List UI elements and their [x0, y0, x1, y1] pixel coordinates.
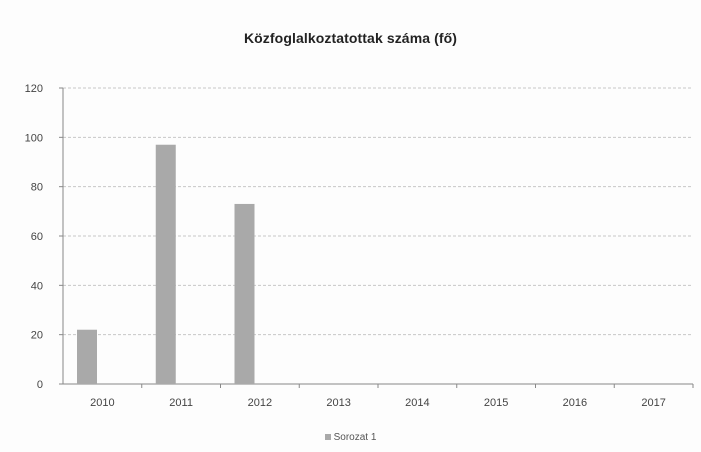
y-tick-label: 0	[37, 379, 43, 391]
bar-2011	[155, 144, 176, 384]
y-tick-label: 20	[31, 330, 43, 342]
x-tick-label: 2012	[248, 397, 272, 409]
bar-2010	[77, 329, 97, 384]
x-tick-label: 2015	[484, 397, 508, 409]
x-tick-label: 2010	[90, 397, 114, 409]
x-tick-label: 2011	[169, 397, 193, 409]
x-tick-label: 2013	[326, 397, 350, 409]
legend-swatch	[324, 434, 331, 441]
y-tick-label: 40	[31, 280, 43, 292]
y-tick-label: 80	[31, 182, 43, 194]
legend: Sorozat 1	[0, 432, 701, 443]
y-tick-label: 60	[31, 231, 43, 243]
chart-title: Közfoglalkoztatottak száma (fő)	[243, 30, 458, 46]
x-tick-label: 2014	[405, 397, 429, 409]
bar-2012	[234, 203, 255, 384]
y-tick-label: 120	[25, 83, 43, 95]
x-tick-label: 2016	[563, 397, 587, 409]
y-tick-label: 100	[25, 132, 43, 144]
legend-label: Sorozat 1	[333, 432, 377, 443]
x-tick-label: 2017	[641, 397, 665, 409]
